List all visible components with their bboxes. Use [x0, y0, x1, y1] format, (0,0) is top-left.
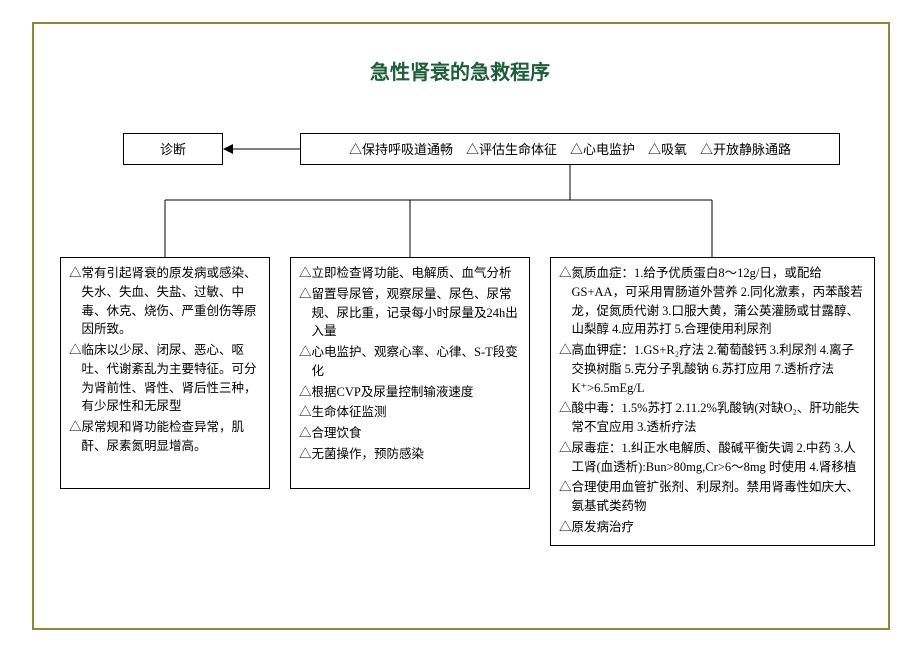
monitoring-box-item: △根据CVP及尿量控制输液速度: [299, 383, 521, 402]
monitoring-box-item: △生命体征监测: [299, 403, 521, 422]
page-title: 急性肾衰的急救程序: [0, 56, 920, 85]
treatment-box-item: △酸中毒：1.5%苏打 2.11.2%乳酸钠(对缺O₂、肝功能失常不宜应用 3.…: [559, 399, 866, 437]
causes-box-item: △临床以少尿、闭尿、恶心、呕吐、代谢紊乱为主要特征。可分为肾前性、肾性、肾后性三…: [69, 341, 261, 416]
monitoring-box-item: △心电监护、观察心率、心律、S-T段变化: [299, 343, 521, 381]
treatment-box: △氮质血症：1.给予优质蛋白8～12g/日，或配给GS+AA，可采用胃肠道外营养…: [550, 257, 875, 546]
diagnosis-label: 诊断: [160, 142, 186, 157]
treatment-box-item: △合理使用血管扩张剂、利尿剂。禁用肾毒性如庆大、氨基甙类药物: [559, 478, 866, 516]
monitoring-box-item: △合理饮食: [299, 424, 521, 443]
treatment-box-item: △氮质血症：1.给予优质蛋白8～12g/日，或配给GS+AA，可采用胃肠道外营养…: [559, 264, 866, 339]
initial-actions-text: △保持呼吸道通畅 △评估生命体征 △心电监护 △吸氧 △开放静脉通路: [349, 142, 791, 157]
initial-actions-box: △保持呼吸道通畅 △评估生命体征 △心电监护 △吸氧 △开放静脉通路: [300, 133, 840, 165]
treatment-box-item: △原发病治疗: [559, 518, 866, 537]
monitoring-box-item: △留置导尿管，观察尿量、尿色、尿常规、尿比重，记录每小时尿量及24h出入量: [299, 285, 521, 341]
treatment-box-item: △尿毒症：1.纠正水电解质、酸碱平衡失调 2.中药 3.人工肾(血透析):Bun…: [559, 439, 866, 477]
monitoring-box: △立即检查肾功能、电解质、血气分析 △留置导尿管，观察尿量、尿色、尿常规、尿比重，…: [290, 257, 530, 489]
causes-box: △常有引起肾衰的原发病或感染、失水、失血、失盐、过敏、中毒、休克、烧伤、严重创伤…: [60, 257, 270, 489]
treatment-box-item: △高血钾症：1.GS+R₂疗法 2.葡萄酸钙 3.利尿剂 4.离子交换树脂 5.…: [559, 341, 866, 397]
causes-box-item: △尿常规和肾功能检查异常，肌酐、尿素氮明显增高。: [69, 418, 261, 456]
causes-box-item: △常有引起肾衰的原发病或感染、失水、失血、失盐、过敏、中毒、休克、烧伤、严重创伤…: [69, 264, 261, 339]
diagnosis-box: 诊断: [123, 133, 223, 165]
monitoring-box-item: △无菌操作，预防感染: [299, 445, 521, 464]
monitoring-box-item: △立即检查肾功能、电解质、血气分析: [299, 264, 521, 283]
